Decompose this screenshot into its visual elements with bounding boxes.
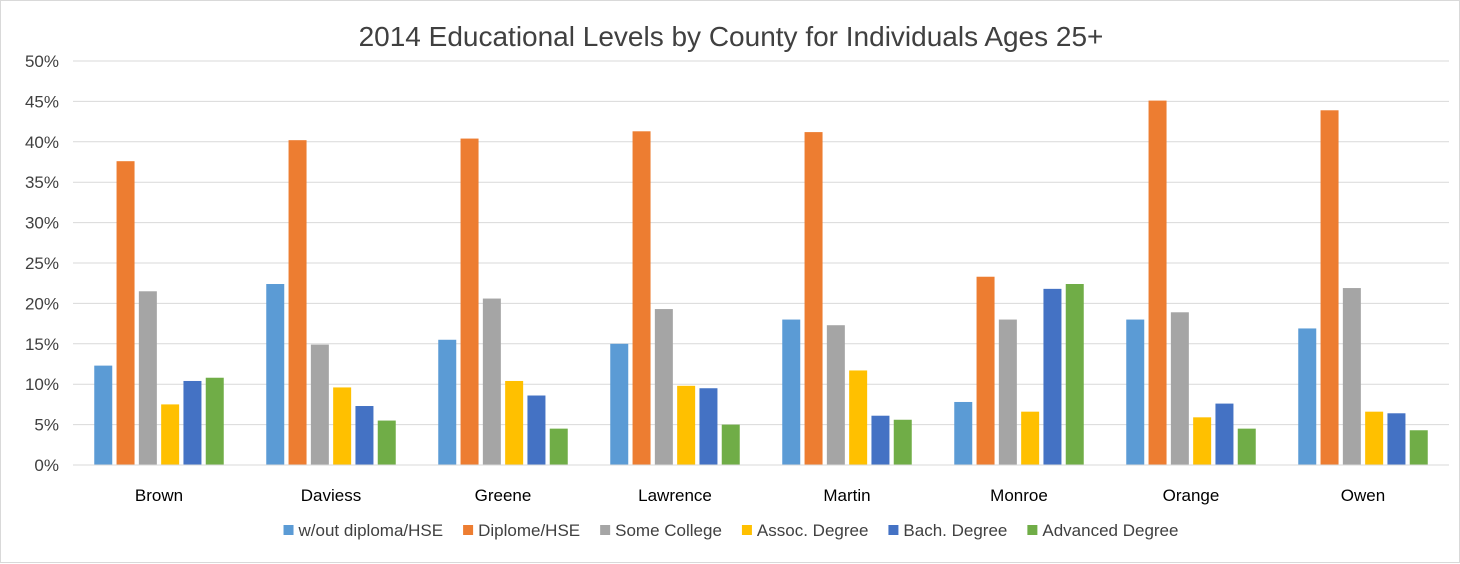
bar — [954, 401, 973, 465]
bar — [610, 343, 629, 465]
legend-label: Some College — [615, 521, 722, 540]
bar — [161, 404, 180, 465]
y-axis-ticks: 0% 5% 10% 15% 20% 25% 30% 35% 40% 45% 50% — [25, 52, 59, 475]
bar — [1342, 288, 1361, 465]
bar — [1387, 413, 1406, 465]
bar — [1126, 319, 1145, 465]
bar — [849, 370, 868, 465]
legend-label: Assoc. Degree — [757, 521, 869, 540]
legend-swatch — [741, 525, 752, 535]
bar — [976, 276, 995, 465]
y-tick-label: 45% — [25, 92, 59, 111]
bar — [205, 377, 224, 465]
bar — [116, 161, 135, 465]
category-labels: Brown Daviess Greene Lawrence Martin Monroe Or… — [135, 486, 1385, 505]
bar — [699, 388, 718, 465]
legend-label: Advanced Degree — [1042, 521, 1178, 540]
category-label: Lawrence — [638, 486, 712, 505]
bar — [94, 365, 113, 465]
category-label: Brown — [135, 486, 183, 505]
bar — [505, 380, 524, 465]
bar — [138, 291, 157, 465]
category-label: Owen — [1341, 486, 1385, 505]
bar — [183, 380, 202, 465]
legend-swatch — [600, 525, 611, 535]
bar — [1043, 288, 1062, 465]
y-tick-label: 15% — [25, 335, 59, 354]
bar — [438, 339, 457, 465]
y-tick-label: 10% — [25, 375, 59, 394]
bar — [1170, 312, 1189, 465]
y-tick-label: 50% — [25, 52, 59, 71]
bar — [1365, 411, 1384, 465]
bar — [288, 140, 307, 465]
bar — [782, 319, 801, 465]
legend-swatch — [463, 525, 474, 535]
bar — [310, 344, 329, 465]
bar — [721, 424, 740, 465]
bar — [1021, 411, 1040, 465]
bar — [549, 428, 568, 465]
y-tick-label: 35% — [25, 173, 59, 192]
bar — [677, 385, 696, 465]
bar — [871, 415, 890, 465]
chart-title: 2014 Educational Levels by County for In… — [359, 21, 1104, 52]
bar — [1409, 430, 1428, 465]
legend-label: Bach. Degree — [903, 521, 1007, 540]
legend-swatch — [888, 525, 899, 535]
category-label: Orange — [1163, 486, 1220, 505]
bar — [1065, 284, 1084, 465]
category-label: Monroe — [990, 486, 1048, 505]
y-tick-label: 40% — [25, 133, 59, 152]
category-label: Daviess — [301, 486, 361, 505]
bar — [333, 387, 352, 465]
bar — [1237, 428, 1256, 465]
bar — [632, 131, 651, 465]
bar — [1298, 328, 1317, 465]
bar — [1320, 110, 1339, 466]
bar — [355, 406, 374, 465]
bar — [1193, 417, 1212, 465]
category-label: Martin — [823, 486, 870, 505]
bar — [460, 138, 479, 465]
bar — [826, 325, 845, 465]
bar — [804, 132, 823, 465]
bar — [654, 309, 673, 465]
y-tick-label: 25% — [25, 254, 59, 273]
bar — [893, 419, 912, 465]
legend-swatch — [283, 525, 294, 535]
legend-swatch — [1027, 525, 1038, 535]
category-label: Greene — [475, 486, 532, 505]
bar — [482, 298, 501, 465]
legend: w/out diploma/HSE Diplome/HSE Some College… — [283, 521, 1178, 540]
bar — [1215, 403, 1234, 465]
y-tick-label: 5% — [34, 416, 59, 435]
bars — [94, 100, 1428, 466]
bar — [998, 319, 1017, 465]
y-tick-label: 30% — [25, 214, 59, 233]
legend-label: w/out diploma/HSE — [298, 521, 444, 540]
bar — [266, 284, 285, 465]
y-tick-label: 20% — [25, 294, 59, 313]
bar — [377, 420, 396, 465]
legend-label: Diplome/HSE — [478, 521, 580, 540]
bar — [527, 395, 546, 465]
bar — [1148, 100, 1167, 465]
y-tick-label: 0% — [34, 456, 59, 475]
